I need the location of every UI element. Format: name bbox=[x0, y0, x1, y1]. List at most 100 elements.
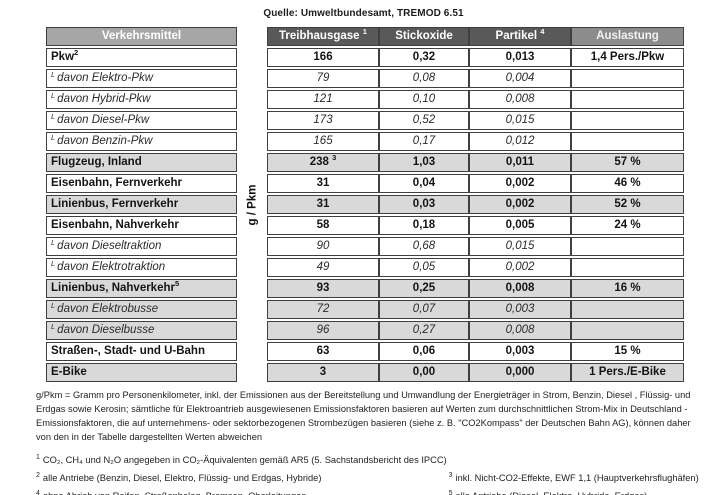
nox-value: 0,04 bbox=[379, 174, 469, 193]
table-row: E-Bike bbox=[46, 363, 237, 382]
table-row: 166 0,32 0,013 1,4 Pers./Pkw bbox=[267, 48, 684, 67]
load-value: 46 % bbox=[571, 174, 684, 193]
ghg-value: 173 bbox=[267, 111, 379, 130]
load-value bbox=[571, 300, 684, 319]
nox-value: 0,32 bbox=[379, 48, 469, 67]
load-value: 24 % bbox=[571, 216, 684, 235]
table-row: Pkw2 bbox=[46, 48, 237, 67]
vehicle-cell: Eisenbahn, Nahverkehr bbox=[46, 216, 237, 235]
table-row: 3 0,00 0,000 1 Pers./E-Bike bbox=[267, 363, 684, 382]
branch-glyph: L bbox=[51, 133, 56, 143]
pm-value: 0,011 bbox=[469, 153, 571, 172]
load-value: 15 % bbox=[571, 342, 684, 361]
vehicle-cell: Eisenbahn, Fernverkehr bbox=[46, 174, 237, 193]
footnote-4: 4ohne Abrieb von Reifen, Straßenbelag, B… bbox=[36, 489, 306, 495]
branch-glyph: L bbox=[51, 238, 56, 248]
table-row: Eisenbahn, Nahverkehr bbox=[46, 216, 237, 235]
pm-value: 0,002 bbox=[469, 195, 571, 214]
table-row: Straßen-, Stadt- und U-Bahn bbox=[46, 342, 237, 361]
branch-glyph: L bbox=[51, 112, 56, 122]
ghg-value: 58 bbox=[267, 216, 379, 235]
pm-value: 0,008 bbox=[469, 321, 571, 340]
pm-value: 0,000 bbox=[469, 363, 571, 382]
ghg-value: 3 bbox=[267, 363, 379, 382]
vehicle-cell: Linienbus, Nahverkehr5 bbox=[46, 279, 237, 298]
load-value: 16 % bbox=[571, 279, 684, 298]
pm-value: 0,004 bbox=[469, 69, 571, 88]
ghg-value: 238 3 bbox=[267, 153, 379, 172]
table-row: 49 0,05 0,002 bbox=[267, 258, 684, 277]
table-row: Eisenbahn, Fernverkehr bbox=[46, 174, 237, 193]
header-row: Verkehrsmittel bbox=[46, 27, 237, 46]
load-value bbox=[571, 321, 684, 340]
nox-value: 0,25 bbox=[379, 279, 469, 298]
load-value: 57 % bbox=[571, 153, 684, 172]
vehicle-cell: Flugzeug, Inland bbox=[46, 153, 237, 172]
load-value bbox=[571, 90, 684, 109]
nox-value: 0,05 bbox=[379, 258, 469, 277]
nox-value: 0,68 bbox=[379, 237, 469, 256]
nox-value: 0,07 bbox=[379, 300, 469, 319]
branch-glyph: L bbox=[51, 301, 56, 311]
footnote-5: 5alle Antriebe (Diesel, Elektro, Hybride… bbox=[448, 489, 648, 495]
vehicle-cell: E-Bike bbox=[46, 363, 237, 382]
table-row: 63 0,06 0,003 15 % bbox=[267, 342, 684, 361]
pm-value: 0,005 bbox=[469, 216, 571, 235]
pm-value: 0,003 bbox=[469, 342, 571, 361]
table-row: Linienbus, Nahverkehr5 bbox=[46, 279, 237, 298]
load-value bbox=[571, 111, 684, 130]
pm-value: 0,002 bbox=[469, 258, 571, 277]
table-row: 31 0,04 0,002 46 % bbox=[267, 174, 684, 193]
branch-glyph: L bbox=[51, 259, 56, 269]
column-header-auslastung: Auslastung bbox=[571, 27, 684, 46]
values-table: Treibhausgase 1 Stickoxide Partikel 4 Au… bbox=[267, 25, 684, 384]
ghg-value: 93 bbox=[267, 279, 379, 298]
table-row: 173 0,52 0,015 bbox=[267, 111, 684, 130]
column-header-stickoxide: Stickoxide bbox=[379, 27, 469, 46]
ghg-value: 49 bbox=[267, 258, 379, 277]
footnotes: 1 CO₂, CH₄ und N₂O angegeben in CO₂-Äquiv… bbox=[36, 453, 727, 495]
ghg-value: 96 bbox=[267, 321, 379, 340]
pm-value: 0,015 bbox=[469, 237, 571, 256]
column-header-treibhausgase: Treibhausgase 1 bbox=[267, 27, 379, 46]
pm-value: 0,008 bbox=[469, 90, 571, 109]
pm-value: 0,015 bbox=[469, 111, 571, 130]
ghg-value: 165 bbox=[267, 132, 379, 151]
nox-value: 0,27 bbox=[379, 321, 469, 340]
ghg-value: 63 bbox=[267, 342, 379, 361]
branch-glyph: L bbox=[51, 70, 56, 80]
column-header-verkehrsmittel: Verkehrsmittel bbox=[46, 27, 237, 46]
load-value: 1,4 Pers./Pkw bbox=[571, 48, 684, 67]
nox-value: 0,00 bbox=[379, 363, 469, 382]
table-row: 93 0,25 0,008 16 % bbox=[267, 279, 684, 298]
pm-value: 0,002 bbox=[469, 174, 571, 193]
footnote-1: 1 CO₂, CH₄ und N₂O angegeben in CO₂-Äquiv… bbox=[36, 453, 447, 465]
column-header-partikel: Partikel 4 bbox=[469, 27, 571, 46]
ghg-value: 79 bbox=[267, 69, 379, 88]
nox-value: 0,10 bbox=[379, 90, 469, 109]
table-row: 165 0,17 0,012 bbox=[267, 132, 684, 151]
nox-value: 0,06 bbox=[379, 342, 469, 361]
table-row: 96 0,27 0,008 bbox=[267, 321, 684, 340]
footnote-2: 2 alle Antriebe (Benzin, Diesel, Elektro,… bbox=[36, 471, 322, 483]
pm-value: 0,003 bbox=[469, 300, 571, 319]
nox-value: 0,08 bbox=[379, 69, 469, 88]
vehicle-cell: Linienbus, Fernverkehr bbox=[46, 195, 237, 214]
pm-value: 0,012 bbox=[469, 132, 571, 151]
ghg-value: 166 bbox=[267, 48, 379, 67]
load-value: 52 % bbox=[571, 195, 684, 214]
unit-label: g / Pkm bbox=[246, 184, 258, 225]
